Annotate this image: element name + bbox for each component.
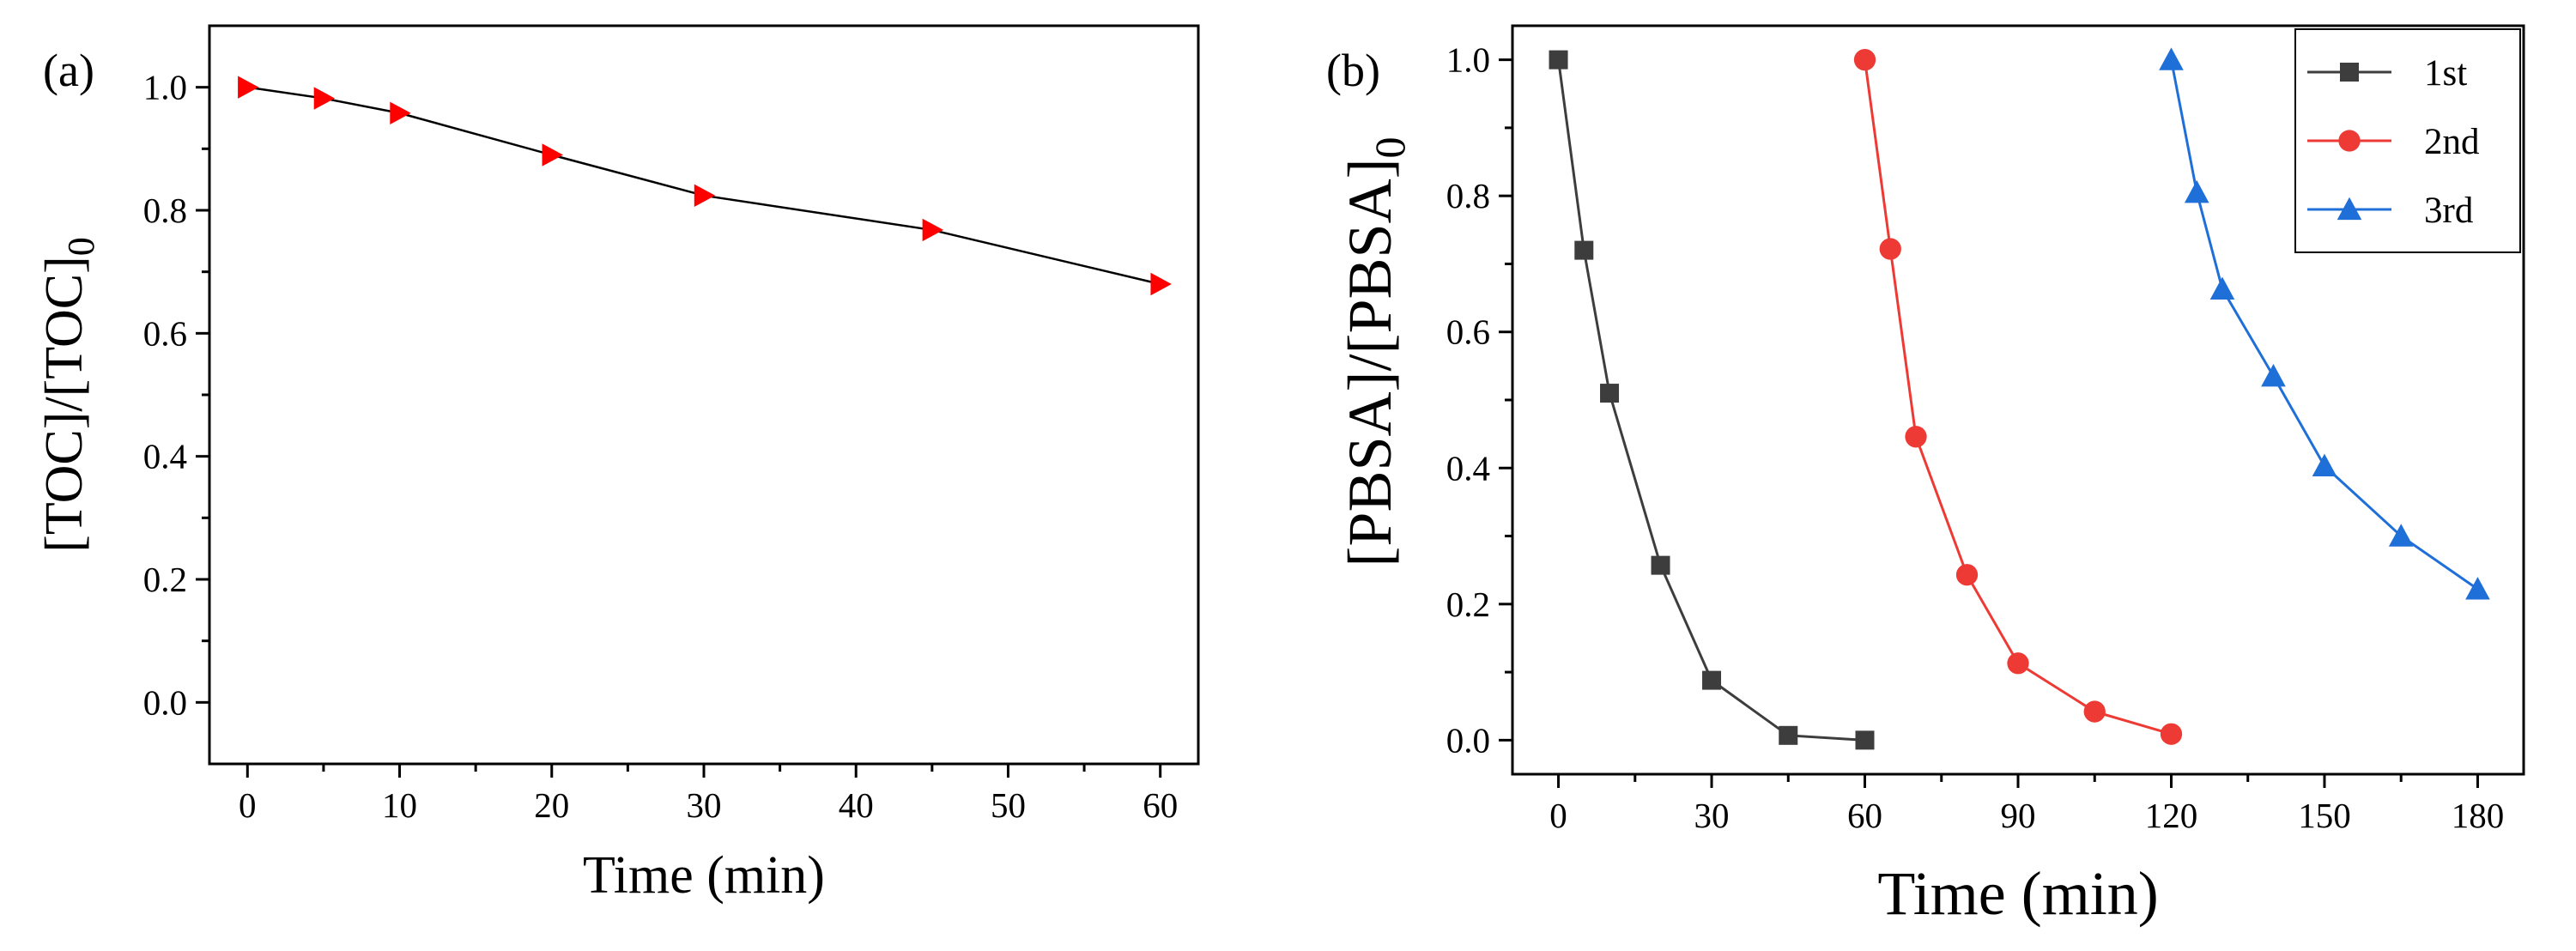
data-point-TOC	[1150, 272, 1172, 296]
y-tick-label: 0.4	[143, 437, 187, 476]
data-point-3rd	[2261, 363, 2286, 387]
x-tick-label: 0	[1549, 796, 1567, 835]
data-point-TOC	[922, 218, 944, 242]
legend-label-3rd: 3rd	[2424, 191, 2473, 231]
legend-label-1st: 1st	[2424, 53, 2467, 94]
data-point-1st	[1651, 555, 1670, 575]
y-tick-label: 0.8	[143, 191, 187, 230]
y-tick-label: 1.0	[1446, 40, 1490, 80]
data-point-1st	[1600, 384, 1620, 403]
chart-panel-b: 0 30 60 90 120 150 180 0.0 0.2 0.4 0.6 0.8 1.0 1st 2…	[1326, 24, 2525, 928]
data-point-2nd	[1853, 48, 1876, 71]
y-axis-title-b-main: [PBSA]/[PBSA]	[1336, 158, 1404, 566]
panel-label-a: (a)	[43, 45, 94, 96]
data-point-TOC	[238, 76, 259, 99]
y-axis-title-b-subscript: 0	[1366, 136, 1414, 158]
x-tick-label: 60	[1847, 796, 1882, 835]
x-tick-label: 90	[2001, 796, 2036, 835]
data-point-3rd	[2312, 453, 2337, 477]
x-tick-label: 30	[1694, 796, 1730, 835]
data-point-TOC	[694, 184, 716, 207]
y-tick-label: 0.0	[143, 682, 187, 722]
y-ticks-b: 0.0 0.2 0.4 0.6 0.8 1.0	[1446, 40, 1512, 760]
x-tick-label: 10	[382, 785, 417, 825]
data-point-1st	[1702, 670, 1722, 690]
x-tick-label: 60	[1143, 785, 1178, 825]
x-tick-label: 30	[687, 785, 722, 825]
y-tick-label: 0.2	[1446, 585, 1490, 624]
data-point-2nd	[1905, 426, 1927, 448]
x-ticks-a: 0 10 20 30 40 50 60	[239, 764, 1178, 825]
data-point-TOC	[542, 143, 563, 167]
data-point-2nd	[2083, 700, 2106, 723]
data-point-3rd	[2184, 179, 2209, 203]
y-tick-label: 0.6	[1446, 312, 1490, 352]
data-point-2nd	[2007, 652, 2029, 675]
series-group-a	[238, 76, 1172, 296]
y-axis-title-b: [PBSA]/[PBSA]0	[1336, 136, 1414, 566]
series-line-TOC	[247, 86, 1161, 286]
x-tick-label: 150	[2298, 796, 2351, 835]
y-ticks-a: 0.0 0.2 0.4 0.6 0.8 1.0	[143, 68, 209, 722]
data-point-3rd	[2465, 577, 2490, 600]
data-point-3rd	[2159, 47, 2184, 70]
y-tick-label: 0.6	[143, 313, 187, 353]
legend-b: 1st 2nd 3rd	[2294, 28, 2521, 253]
legend-marker-1st	[2340, 63, 2359, 82]
x-tick-label: 50	[991, 785, 1026, 825]
x-axis-title-b: Time (min)	[1877, 859, 2158, 928]
x-tick-label: 0	[239, 785, 257, 825]
series-line-2nd	[1864, 59, 2172, 736]
y-axis-title-a-main: [TOC]/[TOC]	[35, 256, 94, 553]
x-tick-label: 180	[2452, 796, 2505, 835]
legend-marker-2nd	[2338, 130, 2361, 152]
data-point-2nd	[1879, 238, 1901, 260]
data-point-2nd	[1955, 564, 1979, 586]
y-tick-label: 0.2	[143, 560, 187, 599]
data-point-TOC	[313, 87, 336, 110]
x-tick-label: 20	[534, 785, 569, 825]
x-tick-label: 40	[839, 785, 874, 825]
data-point-1st	[1574, 240, 1594, 260]
y-axis-title-a-subscript: 0	[60, 237, 102, 256]
data-point-3rd	[2388, 524, 2414, 547]
plot-frame-a	[208, 24, 1200, 766]
y-tick-label: 1.0	[143, 68, 187, 107]
y-tick-label: 0.4	[1446, 448, 1490, 488]
y-axis-title-a: [TOC]/[TOC]0	[35, 237, 102, 553]
series-group-b	[1549, 47, 2490, 750]
data-point-1st	[1855, 730, 1875, 750]
x-ticks-b: 0 30 60 90 120 150 180	[1549, 774, 2504, 835]
legend-marker-3rd	[2337, 197, 2362, 221]
x-axis-title-a: Time (min)	[583, 846, 825, 905]
data-point-2nd	[2160, 723, 2183, 745]
x-tick-label: 120	[2145, 796, 2198, 835]
y-tick-label: 0.8	[1446, 176, 1490, 215]
y-tick-label: 0.0	[1446, 720, 1490, 760]
panel-label-b: (b)	[1326, 45, 1380, 96]
chart-panel-a: 0 10 20 30 40 50 60 0.0 0.2 0.4 0.6 0.8 1.0 (a) Tim…	[35, 24, 1200, 905]
data-point-1st	[1549, 50, 1568, 70]
legend-label-2nd: 2nd	[2424, 122, 2480, 162]
data-point-1st	[1779, 725, 1798, 745]
data-point-3rd	[2209, 276, 2235, 300]
data-point-TOC	[390, 101, 411, 124]
